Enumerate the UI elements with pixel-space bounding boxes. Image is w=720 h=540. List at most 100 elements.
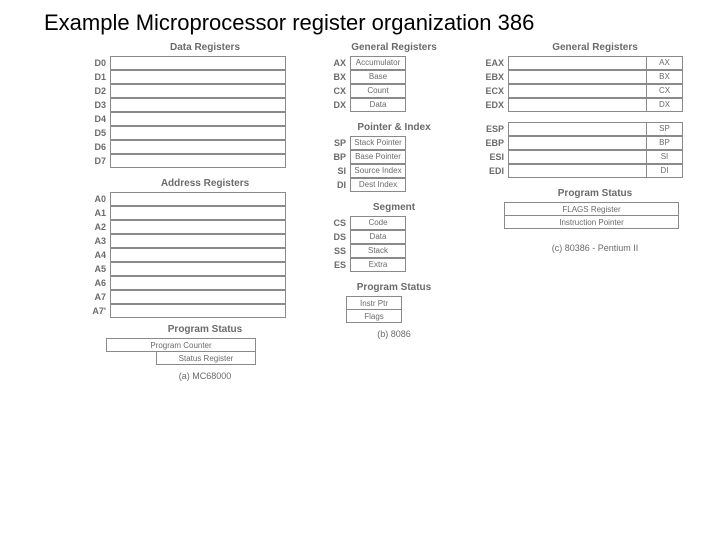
reg-box [110, 290, 286, 304]
reg-box [110, 70, 286, 84]
data-registers-block: D0 D1 D2 D3 D4 D5 D6 D7 [84, 56, 304, 168]
page-title: Example Microprocessor register organiza… [0, 0, 720, 42]
ps-box: Program Counter [106, 338, 256, 352]
reg-box [110, 192, 286, 206]
ptr-index-title: Pointer & Index [324, 122, 464, 133]
reg-box-right: SP [647, 122, 683, 136]
reg-desc: Base [369, 70, 387, 84]
ps-title-a: Program Status [106, 324, 304, 335]
reg-box [110, 206, 286, 220]
reg-box-right: CX [647, 84, 683, 98]
segment-b: CSCode DSData SSStack ESExtra [324, 216, 464, 272]
reg-box-left [508, 164, 647, 178]
reg-box: Extra [350, 258, 406, 272]
reg-desc: Dest Index [359, 178, 397, 192]
reg-box [110, 98, 286, 112]
reg-label: SP [324, 136, 350, 150]
ps-box: Instr Ptr [346, 296, 402, 310]
reg-label: SS [324, 244, 350, 258]
column-mc68000: Data Registers D0 D1 D2 D3 D4 D5 D6 D7 A… [84, 42, 304, 381]
ps-title-c: Program Status [504, 188, 686, 199]
reg-box [110, 248, 286, 262]
reg-box-right: BP [647, 136, 683, 150]
segment-title: Segment [324, 202, 464, 213]
program-status-a: Program Status Program Counter Status Re… [106, 324, 304, 365]
reg-box: Base Pointer [350, 150, 406, 164]
program-status-b: Instr Ptr Flags [346, 296, 464, 323]
reg-box-left [508, 150, 647, 164]
diagram-canvas: Data Registers D0 D1 D2 D3 D4 D5 D6 D7 A… [0, 42, 720, 532]
reg-label: DX [324, 98, 350, 112]
reg-label: D2 [84, 84, 110, 98]
reg-desc: Data [370, 230, 387, 244]
address-registers-block: A0 A1 A2 A3 A4 A5 A6 A7 A7' [84, 192, 304, 318]
ps-box: Flags [346, 309, 402, 323]
reg-label: EBP [476, 136, 508, 150]
reg-label: A3 [84, 234, 110, 248]
gen-registers-b: AXAccumulator BXBase CXCount DXData [324, 56, 464, 112]
reg-label: A2 [84, 220, 110, 234]
reg-desc: Count [367, 84, 388, 98]
reg-label: D5 [84, 126, 110, 140]
reg-box [110, 304, 286, 318]
reg-label: DS [324, 230, 350, 244]
reg-label: D0 [84, 56, 110, 70]
reg-desc: Extra [369, 258, 388, 272]
reg-box: Count [350, 84, 406, 98]
reg-box [110, 220, 286, 234]
reg-box [110, 84, 286, 98]
reg-desc: Accumulator [356, 56, 400, 70]
reg-label: SI [324, 164, 350, 178]
reg-box-left [508, 70, 647, 84]
reg-box [110, 262, 286, 276]
reg-box [110, 126, 286, 140]
reg-label: A7' [84, 304, 110, 318]
reg-label: D7 [84, 154, 110, 168]
address-registers-title: Address Registers [106, 178, 304, 189]
reg-label: ESI [476, 150, 508, 164]
reg-box [110, 112, 286, 126]
reg-label: D6 [84, 140, 110, 154]
reg-box: Data [350, 230, 406, 244]
reg-box-left [508, 84, 647, 98]
caption-b: (b) 8086 [324, 329, 464, 339]
reg-desc: Base Pointer [355, 150, 401, 164]
reg-label: AX [324, 56, 350, 70]
reg-box: Code [350, 216, 406, 230]
reg-label: A7 [84, 290, 110, 304]
reg-label: BX [324, 70, 350, 84]
reg-box-left [508, 56, 647, 70]
reg-box: Stack Pointer [350, 136, 406, 150]
reg-box-right: BX [647, 70, 683, 84]
reg-box [110, 154, 286, 168]
caption-a: (a) MC68000 [106, 371, 304, 381]
reg-label: EDI [476, 164, 508, 178]
reg-box-left [508, 98, 647, 112]
reg-box: Stack [350, 244, 406, 258]
reg-label: BP [324, 150, 350, 164]
gen-registers-title-c: General Registers [504, 42, 686, 53]
reg-box [110, 140, 286, 154]
program-status-c: FLAGS Register Instruction Pointer [504, 202, 686, 229]
ps-box: Status Register [156, 351, 256, 365]
caption-c: (c) 80386 - Pentium II [504, 243, 686, 253]
reg-desc: Stack Pointer [354, 136, 402, 150]
reg-desc: Data [370, 98, 387, 112]
reg-box-right: SI [647, 150, 683, 164]
reg-label: EBX [476, 70, 508, 84]
reg-label: DI [324, 178, 350, 192]
reg-desc: Stack [368, 244, 388, 258]
reg-label: A6 [84, 276, 110, 290]
reg-label: A1 [84, 206, 110, 220]
reg-label: ECX [476, 84, 508, 98]
gen-registers-c: EAXAX EBXBX ECXCX EDXDX [476, 56, 686, 112]
reg-box [110, 56, 286, 70]
reg-box: Dest Index [350, 178, 406, 192]
reg-label: ES [324, 258, 350, 272]
ps-box: Instruction Pointer [504, 215, 679, 229]
gen-registers-title-b: General Registers [324, 42, 464, 53]
reg-box: Accumulator [350, 56, 406, 70]
reg-label: D3 [84, 98, 110, 112]
ptr-registers-c: ESPSP EBPBP ESISI EDIDI [476, 122, 686, 178]
reg-box: Base [350, 70, 406, 84]
